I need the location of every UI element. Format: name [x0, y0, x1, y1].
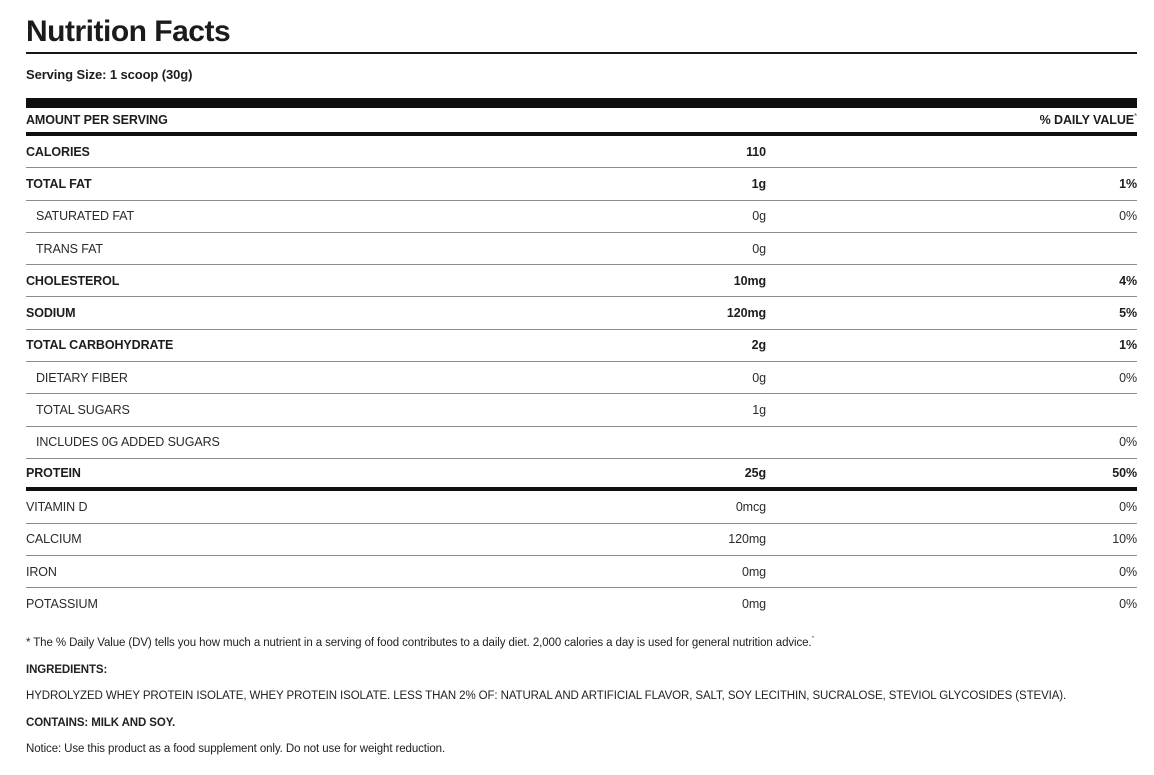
- row-label: SATURATED FAT: [36, 209, 135, 224]
- row-amount: 10mg: [733, 273, 766, 288]
- row-label: DIETARY FIBER: [36, 370, 128, 385]
- row-amount: 0mcg: [735, 499, 766, 514]
- table-row: IRON 0mg 0%: [26, 556, 1137, 589]
- row-amount: 0mg: [741, 564, 766, 579]
- table-row: POTASSIUM 0mg 0%: [26, 588, 1137, 620]
- row-amount: 0mg: [741, 597, 766, 612]
- row-daily-value: 0%: [1119, 499, 1137, 514]
- row-amount: 110: [746, 144, 766, 159]
- row-label: POTASSIUM: [26, 597, 98, 612]
- table-row: DIETARY FIBER 0g 0%: [26, 362, 1137, 395]
- table-row: SODIUM 120mg 5%: [26, 297, 1137, 330]
- row-daily-value: 1%: [1119, 176, 1137, 191]
- row-label: IRON: [26, 564, 57, 579]
- ingredients-text: HYDROLYZED WHEY PROTEIN ISOLATE, WHEY PR…: [26, 690, 1067, 703]
- serving-size-text: Serving Size: 1 scoop (30g): [26, 67, 193, 82]
- row-amount: 120mg: [728, 532, 766, 547]
- row-label: SODIUM: [26, 306, 76, 321]
- daily-value-header-mark: *: [1133, 112, 1137, 122]
- table-row: VITAMIN D 0mcg 0%: [26, 491, 1137, 524]
- row-amount: 0g: [752, 241, 766, 256]
- nutrition-facts-panel: Nutrition Facts Serving Size: 1 scoop (3…: [0, 15, 1154, 756]
- daily-value-footnote: * The % Daily Value (DV) tells you how m…: [26, 634, 815, 650]
- row-daily-value: 4%: [1119, 273, 1137, 288]
- footnote-end-mark: ”: [811, 634, 815, 644]
- row-daily-value: 50%: [1112, 466, 1137, 481]
- daily-value-header: % DAILY VALUE*: [1039, 112, 1137, 128]
- page-title: Nutrition Facts: [26, 15, 1137, 54]
- row-label: PROTEIN: [26, 466, 81, 481]
- table-row: INCLUDES 0G ADDED SUGARS 0%: [26, 427, 1137, 459]
- row-daily-value: 0%: [1119, 209, 1137, 224]
- table-row: CALCIUM 120mg 10%: [26, 524, 1137, 556]
- row-daily-value: 5%: [1119, 306, 1137, 321]
- nutrition-table-body: CALORIES 110 TOTAL FAT 1g 1% SATURATED F…: [26, 136, 1137, 620]
- row-label: VITAMIN D: [26, 499, 88, 514]
- row-label: CALCIUM: [26, 532, 82, 547]
- row-label: TRANS FAT: [36, 241, 103, 256]
- row-amount: 25g: [744, 466, 766, 481]
- table-row: TRANS FAT 0g: [26, 233, 1137, 266]
- row-label: TOTAL CARBOHYDRATE: [26, 338, 174, 353]
- table-row: PROTEIN 25g 50%: [26, 459, 1137, 492]
- row-label: TOTAL FAT: [26, 176, 92, 191]
- notice-text: Notice: Use this product as a food suppl…: [26, 743, 446, 756]
- row-label: INCLUDES 0G ADDED SUGARS: [36, 435, 220, 450]
- table-row: TOTAL FAT 1g 1%: [26, 168, 1137, 201]
- row-amount: 0g: [752, 370, 766, 385]
- row-amount: 2g: [751, 338, 766, 353]
- top-divider-bar: [26, 98, 1137, 108]
- row-amount: 1g: [751, 176, 766, 191]
- row-label: TOTAL SUGARS: [36, 403, 130, 418]
- ingredients-label: INGREDIENTS:: [26, 663, 108, 676]
- amount-per-serving-header: AMOUNT PER SERVING: [26, 113, 168, 127]
- table-row: SATURATED FAT 0g 0%: [26, 201, 1137, 233]
- table-row: CHOLESTEROL 10mg 4%: [26, 265, 1137, 298]
- row-label: CALORIES: [26, 144, 90, 159]
- table-row: TOTAL CARBOHYDRATE 2g 1%: [26, 330, 1137, 363]
- contains-text: CONTAINS: MILK AND SOY.: [26, 716, 176, 729]
- row-label: CHOLESTEROL: [26, 273, 120, 288]
- table-row: CALORIES 110: [26, 136, 1137, 169]
- row-amount: 0g: [752, 209, 766, 224]
- row-amount: 120mg: [726, 306, 766, 321]
- row-daily-value: 1%: [1119, 338, 1137, 353]
- row-daily-value: 0%: [1119, 435, 1137, 450]
- row-daily-value: 0%: [1119, 370, 1137, 385]
- table-row: TOTAL SUGARS 1g: [26, 394, 1137, 427]
- label-footer: * The % Daily Value (DV) tells you how m…: [26, 632, 1137, 756]
- row-amount: 1g: [752, 403, 766, 418]
- row-daily-value: 0%: [1119, 597, 1137, 612]
- table-column-header: AMOUNT PER SERVING % DAILY VALUE*: [26, 108, 1137, 136]
- row-daily-value: 10%: [1112, 532, 1137, 547]
- row-daily-value: 0%: [1119, 564, 1137, 579]
